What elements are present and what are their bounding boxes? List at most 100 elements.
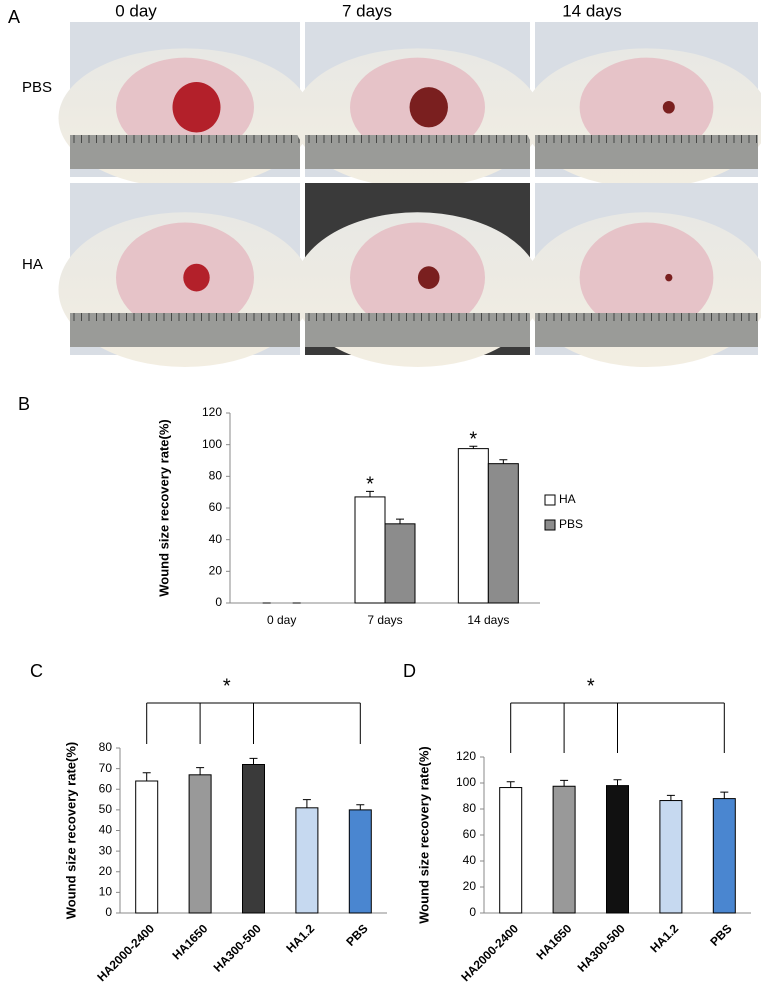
ruler: [305, 135, 530, 169]
ruler: [535, 313, 758, 347]
x-tick-label: 7 days: [367, 613, 402, 627]
y-tick-label: 0: [215, 595, 222, 609]
significance-label: *: [587, 675, 595, 697]
x-tick-label: PBS: [343, 921, 370, 948]
panel-label: D: [403, 661, 416, 681]
y-axis-label: Wound size recovery rate(%): [156, 419, 171, 596]
bar: [354, 496, 386, 604]
ruler: [70, 313, 300, 347]
x-tick-label: HA2000-2400: [94, 921, 157, 984]
y-tick-label: 20: [99, 864, 113, 878]
legend-swatch: [544, 494, 556, 506]
wound: [665, 273, 673, 282]
error-bar: [613, 779, 622, 786]
y-tick-label: 120: [202, 405, 222, 419]
bar: [457, 448, 489, 604]
row-label: HA: [22, 256, 43, 273]
x-tick-label: HA2000-2400: [458, 921, 521, 984]
y-tick-label: 50: [99, 802, 113, 816]
panel-label: B: [18, 394, 30, 414]
bar: [606, 785, 629, 914]
y-tick-label: 100: [456, 775, 476, 789]
bar: [295, 807, 319, 914]
bar: [499, 787, 523, 914]
x-tick-label: PBS: [707, 921, 734, 948]
y-tick-label: 20: [463, 879, 477, 893]
y-tick-label: 70: [99, 761, 113, 775]
wound: [172, 82, 221, 133]
panel-label: C: [30, 661, 43, 681]
y-tick-label: 60: [209, 500, 223, 514]
skin: [579, 57, 714, 157]
wound: [183, 263, 210, 292]
bar: [188, 774, 212, 914]
error-bar: [356, 804, 365, 810]
error-bar: [366, 490, 374, 497]
legend-swatch: [544, 519, 556, 531]
bar: [487, 463, 519, 604]
bar: [242, 764, 265, 914]
column-header: 14 days: [562, 1, 622, 20]
y-axis-label: Wound size recovery rate(%): [416, 746, 431, 923]
error-bar: [249, 757, 258, 765]
legend-label: HA: [559, 492, 576, 506]
x-tick-label: HA300-500: [575, 921, 629, 975]
x-tick-label: HA1.2: [647, 921, 681, 955]
row-label: PBS: [22, 79, 52, 96]
wound: [417, 266, 440, 289]
x-tick-label: HA1650: [169, 921, 210, 962]
skin: [350, 222, 485, 333]
y-tick-label: 100: [202, 437, 222, 451]
bar: [552, 785, 576, 914]
x-tick-label: HA300-500: [211, 921, 265, 975]
y-tick-label: 40: [99, 823, 113, 837]
wound: [662, 100, 675, 114]
x-tick-label: 0 day: [267, 613, 296, 627]
y-tick-label: 80: [209, 469, 223, 483]
error-bar: [469, 445, 478, 449]
y-tick-label: 10: [99, 885, 113, 899]
error-bar: [142, 772, 151, 781]
y-tick-label: 40: [209, 532, 223, 546]
wound: [409, 87, 448, 128]
ruler: [535, 135, 758, 169]
ruler: [70, 135, 300, 169]
y-tick-label: 80: [99, 740, 113, 754]
skin: [579, 222, 714, 333]
panel-label: A: [8, 7, 20, 27]
column-header: 0 day: [115, 1, 157, 20]
significance-bracket: [146, 702, 361, 744]
x-tick-label: HA1.2: [283, 921, 317, 955]
y-axis-label: Wound size recovery rate(%): [63, 742, 78, 919]
bar: [712, 798, 736, 914]
bar: [348, 809, 372, 914]
legend-label: PBS: [559, 517, 583, 531]
y-tick-label: 120: [456, 749, 476, 763]
error-bar: [302, 799, 311, 808]
x-tick-label: 14 days: [467, 613, 509, 627]
error-bar: [666, 794, 675, 801]
x-tick-label: HA1650: [533, 921, 574, 962]
significance-label: *: [366, 474, 374, 496]
significance-label: *: [223, 675, 231, 697]
y-tick-label: 20: [209, 564, 223, 578]
y-tick-label: 80: [463, 801, 477, 815]
ruler: [305, 313, 530, 347]
bar: [384, 523, 416, 604]
y-tick-label: 40: [463, 853, 477, 867]
bar: [659, 800, 683, 914]
y-tick-label: 30: [99, 843, 113, 857]
error-bar: [720, 791, 729, 799]
y-tick-label: 60: [463, 827, 477, 841]
y-tick-label: 0: [105, 905, 112, 919]
significance-label: *: [469, 429, 477, 451]
y-tick-label: 0: [469, 905, 476, 919]
y-tick-label: 60: [99, 781, 113, 795]
error-bar: [196, 767, 205, 775]
error-bar: [506, 781, 515, 788]
error-bar: [499, 459, 508, 464]
significance-bracket: [510, 702, 725, 753]
column-header: 7 days: [342, 1, 392, 20]
error-bar: [560, 779, 569, 787]
